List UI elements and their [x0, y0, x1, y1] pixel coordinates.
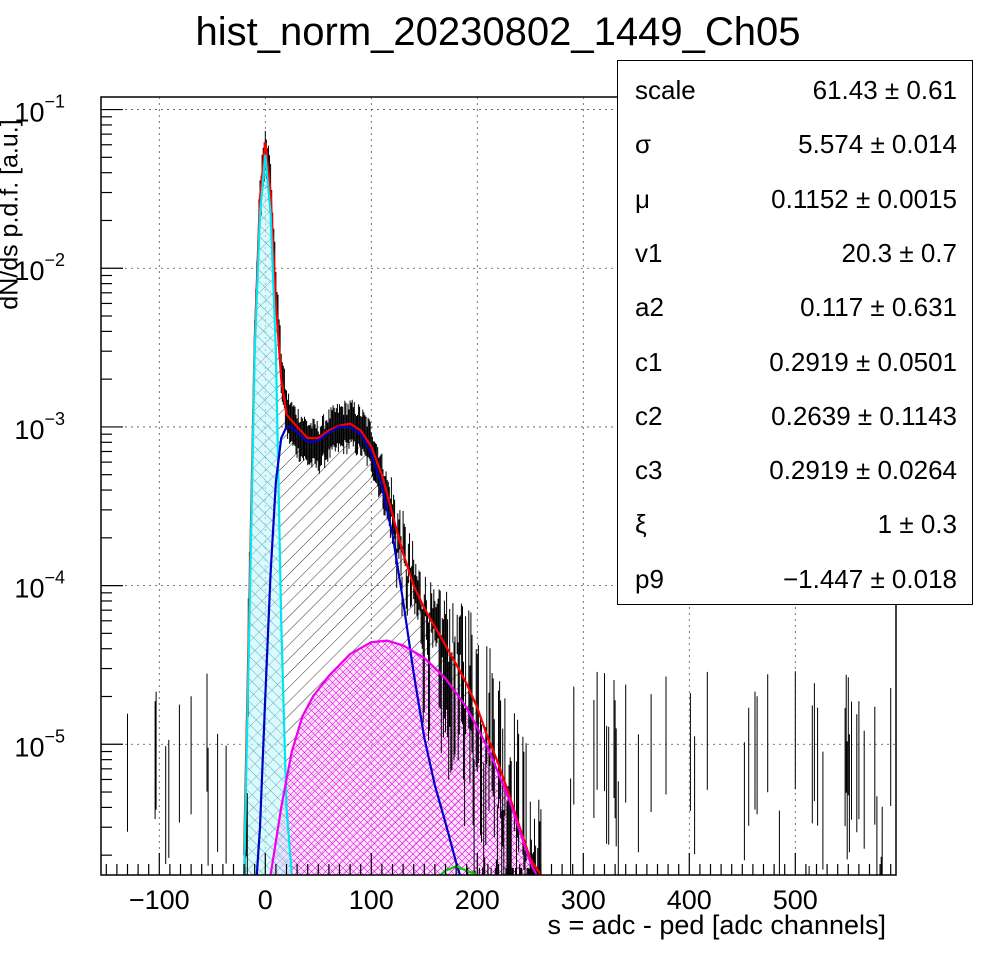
x-tick-label-5: 400 [667, 885, 712, 915]
stat-name: ξ [635, 509, 647, 540]
stat-value: −1.447 ± 0.018 [782, 563, 957, 594]
stat-row-8: ξ 1 ± 0.3 [618, 495, 972, 549]
stat-value: 0.2919 ± 0.0501 [769, 346, 957, 377]
stat-row-3: v1 20.3 ± 0.7 [618, 224, 972, 278]
fit-parameters-box: scale 61.43 ± 0.61 σ 5.574 ± 0.014 μ 0.1152 ±… [617, 60, 973, 605]
third-component-curve [438, 865, 479, 875]
stat-row-2: μ 0.1152 ± 0.0015 [618, 170, 972, 224]
pedestal-curve [243, 154, 293, 875]
stat-value: 5.574 ± 0.014 [798, 129, 957, 160]
x-tick-label-3: 200 [455, 885, 500, 915]
component-magenta-fill [270, 640, 539, 875]
stat-name: p9 [635, 563, 664, 594]
x-tick-label-4: 300 [561, 885, 606, 915]
stat-name: μ [635, 183, 650, 214]
stat-value: 0.2919 ± 0.0264 [769, 455, 957, 486]
stat-name: c3 [635, 455, 663, 486]
stat-value: 1 ± 0.3 [877, 509, 957, 540]
x-tick-label-0: −100 [129, 885, 190, 915]
stat-row-4: a2 0.117 ± 0.631 [618, 278, 972, 332]
x-tick-label-2: 100 [349, 885, 394, 915]
stat-value: 0.1152 ± 0.0015 [771, 183, 957, 214]
stat-name: v1 [635, 237, 663, 268]
y-tick-label-1: 10−4 [14, 568, 65, 604]
x-axis-label: s = adc - ped [adc channels] [547, 910, 886, 940]
stat-value: 0.2639 ± 0.1143 [771, 400, 957, 431]
stat-row-0: scale 61.43 ± 0.61 [618, 61, 972, 115]
stat-name: c1 [635, 346, 663, 377]
stat-row-6: c2 0.2639 ± 0.1143 [618, 387, 972, 441]
stat-name: scale [635, 75, 696, 105]
y-tick-label-0: 10−5 [14, 726, 65, 762]
stat-name: c2 [635, 400, 663, 431]
stat-row-7: c3 0.2919 ± 0.0264 [618, 441, 972, 495]
y-tick-label-4: 10−1 [14, 92, 65, 128]
stat-value: 20.3 ± 0.7 [841, 237, 957, 268]
stat-row-1: σ 5.574 ± 0.014 [618, 115, 972, 169]
stat-value: 61.43 ± 0.61 [812, 75, 957, 105]
stat-row-9: p9 −1.447 ± 0.018 [618, 550, 972, 604]
x-tick-label-6: 500 [773, 885, 818, 915]
stat-value: 0.117 ± 0.631 [800, 292, 957, 323]
stat-name: a2 [635, 292, 664, 323]
x-tick-label-1: 0 [258, 885, 273, 915]
multi-pe-curve [269, 639, 538, 875]
y-axis-label: dN/ds p.d.f. [a.u.] [0, 119, 24, 310]
stat-row-5: c1 0.2919 ± 0.0501 [618, 333, 972, 387]
stat-name: σ [635, 129, 652, 160]
y-tick-label-3: 10−2 [14, 250, 65, 286]
chart-title: hist_norm_20230802_1449_Ch05 [195, 10, 801, 54]
single-pe-curve [255, 425, 462, 875]
total-fit-curve [243, 142, 543, 875]
